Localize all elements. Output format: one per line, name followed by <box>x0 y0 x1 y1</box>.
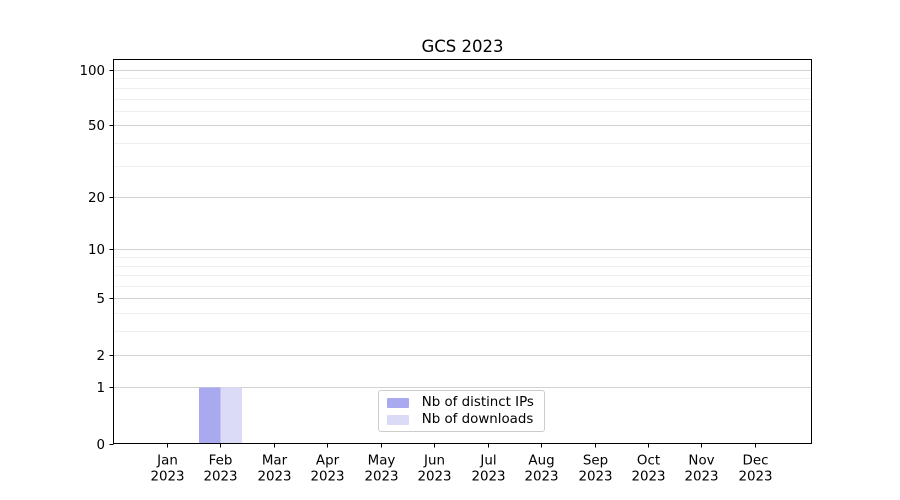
legend-item: Nb of downloads <box>379 411 544 428</box>
x-tick-label-month: Jan <box>156 454 178 469</box>
x-tick-label-month: Mar <box>262 454 288 469</box>
x-tick-label-year: 2023 <box>471 470 505 485</box>
x-tick-label-year: 2023 <box>417 470 451 485</box>
legend: Nb of distinct IPs Nb of downloads <box>377 390 545 433</box>
x-tick-label-year: 2023 <box>364 470 398 485</box>
x-tick-label-year: 2023 <box>524 470 558 485</box>
x-tick-label-year: 2023 <box>310 470 344 485</box>
y-tick-label: 20 <box>88 191 105 206</box>
x-tick-label-month: May <box>368 454 396 469</box>
plot-border <box>113 59 812 444</box>
x-tick-label-year: 2023 <box>150 470 184 485</box>
x-tick-label-year: 2023 <box>203 470 237 485</box>
legend-swatch-downloads <box>386 414 409 425</box>
x-tick-label-month: Feb <box>209 454 233 469</box>
bar <box>220 387 242 444</box>
y-tick-label: 100 <box>79 64 105 79</box>
x-tick-label-month: Dec <box>743 454 769 469</box>
y-tick-label: 50 <box>88 119 105 134</box>
x-tick-label-month: Oct <box>637 454 660 469</box>
legend-label-downloads: Nb of downloads <box>421 412 534 428</box>
x-tick-label-month: Aug <box>528 454 554 469</box>
legend-item: Nb of distinct IPs <box>379 394 544 411</box>
x-tick-label-year: 2023 <box>631 470 665 485</box>
chart-title: GCS 2023 <box>421 37 503 56</box>
x-tick-label-year: 2023 <box>257 470 291 485</box>
y-tick-label: 5 <box>96 292 105 307</box>
x-tick-label-year: 2023 <box>738 470 772 485</box>
bar <box>199 387 221 444</box>
x-tick-label-month: Apr <box>316 454 340 469</box>
x-tick-label-month: Jun <box>423 454 445 469</box>
legend-label-distinct-ips: Nb of distinct IPs <box>421 395 534 411</box>
y-tick-label: 10 <box>88 243 105 258</box>
y-tick-label: 2 <box>96 349 105 364</box>
y-tick-label: 0 <box>96 438 105 453</box>
y-tick-label: 1 <box>96 381 105 396</box>
legend-swatch-distinct-ips <box>386 397 409 408</box>
x-tick-label-year: 2023 <box>578 470 612 485</box>
x-tick-label-month: Sep <box>583 454 608 469</box>
x-tick-label-year: 2023 <box>684 470 718 485</box>
x-tick-label-month: Nov <box>688 454 714 469</box>
x-tick-label-month: Jul <box>479 454 496 469</box>
